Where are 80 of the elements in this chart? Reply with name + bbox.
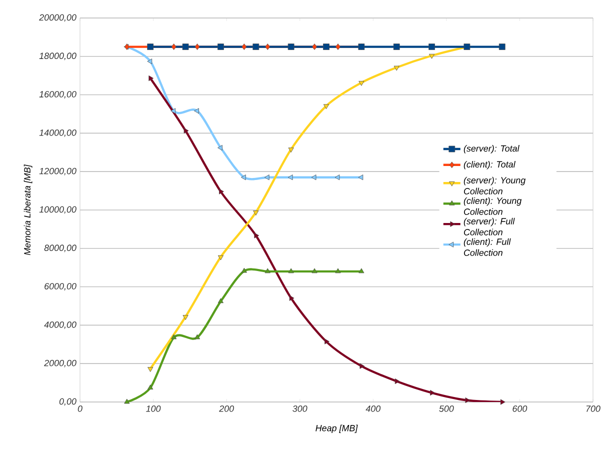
point [288, 174, 293, 180]
point [335, 268, 341, 274]
point [324, 338, 330, 344]
point [240, 174, 246, 180]
x-tick-label: 200 [219, 406, 234, 412]
y-tick-label: 8000,00 [44, 244, 76, 252]
point [312, 44, 317, 50]
legend-label: (server): Young Collection [464, 176, 526, 194]
point [170, 108, 176, 114]
point [336, 44, 340, 50]
y-tick-label: 4000,00 [44, 321, 76, 329]
point [184, 128, 189, 134]
point [265, 44, 270, 50]
point [264, 268, 270, 274]
y-tick-label: 0,00 [59, 398, 76, 406]
legend-label: (server): Total [464, 145, 520, 154]
point [182, 315, 188, 320]
legend-label: (client): Full Collection [464, 238, 511, 256]
point [148, 75, 154, 82]
point [194, 108, 199, 114]
point [334, 174, 340, 180]
point [394, 66, 400, 71]
point [358, 268, 364, 274]
x-tick-label: 600 [512, 406, 528, 412]
y-axis-title: Memoria Liberata [MB] [24, 164, 32, 256]
point [289, 295, 294, 301]
point [288, 268, 294, 274]
point [242, 44, 247, 50]
y-tick-label: 18000,00 [39, 52, 76, 60]
point [241, 268, 247, 273]
point [148, 367, 154, 372]
point [430, 390, 435, 396]
point [218, 298, 224, 304]
point [394, 378, 400, 384]
point [218, 144, 222, 151]
point [194, 44, 200, 50]
y-tick-label: 6000,00 [44, 283, 76, 290]
x-tick-label: 700 [586, 406, 600, 412]
point [252, 44, 260, 50]
point [500, 399, 506, 405]
point [264, 174, 270, 180]
legend-label: (client): Total [464, 160, 516, 170]
point [358, 80, 364, 86]
point [358, 174, 364, 180]
point [323, 44, 330, 50]
x-tick-label: 100 [146, 406, 161, 412]
point [312, 268, 318, 274]
x-tick-label: 400 [366, 406, 381, 412]
y-tick-label: 16000,00 [39, 91, 76, 98]
point [218, 255, 224, 260]
point [171, 44, 176, 50]
point [360, 363, 365, 369]
x-tick-label: 500 [439, 406, 454, 412]
y-tick-label: 14000,00 [39, 129, 76, 137]
y-tick-label: 2000,00 [44, 360, 76, 368]
point [288, 148, 294, 152]
point [219, 188, 224, 194]
legend-label: (server): Full Collection [464, 218, 515, 236]
point [323, 104, 330, 110]
y-tick-label: 12000,00 [39, 168, 76, 176]
legend-label: (client): Young Collection [464, 197, 522, 215]
x-tick-label: 300 [292, 406, 308, 412]
point [171, 334, 177, 340]
y-tick-label: 10000,00 [39, 206, 76, 214]
point [182, 44, 189, 50]
point [194, 334, 200, 340]
x-tick-label: 0 [78, 406, 82, 412]
point [393, 44, 400, 50]
point [428, 44, 435, 50]
point [311, 174, 316, 180]
point [254, 232, 260, 238]
point [498, 44, 506, 50]
point [253, 210, 259, 216]
point [147, 58, 152, 64]
point [148, 384, 154, 390]
y-tick-label: 20000,00 [39, 14, 76, 22]
x-axis-title: Heap [MB] [316, 424, 358, 434]
point [428, 54, 435, 59]
point [465, 397, 470, 404]
point [124, 398, 130, 404]
